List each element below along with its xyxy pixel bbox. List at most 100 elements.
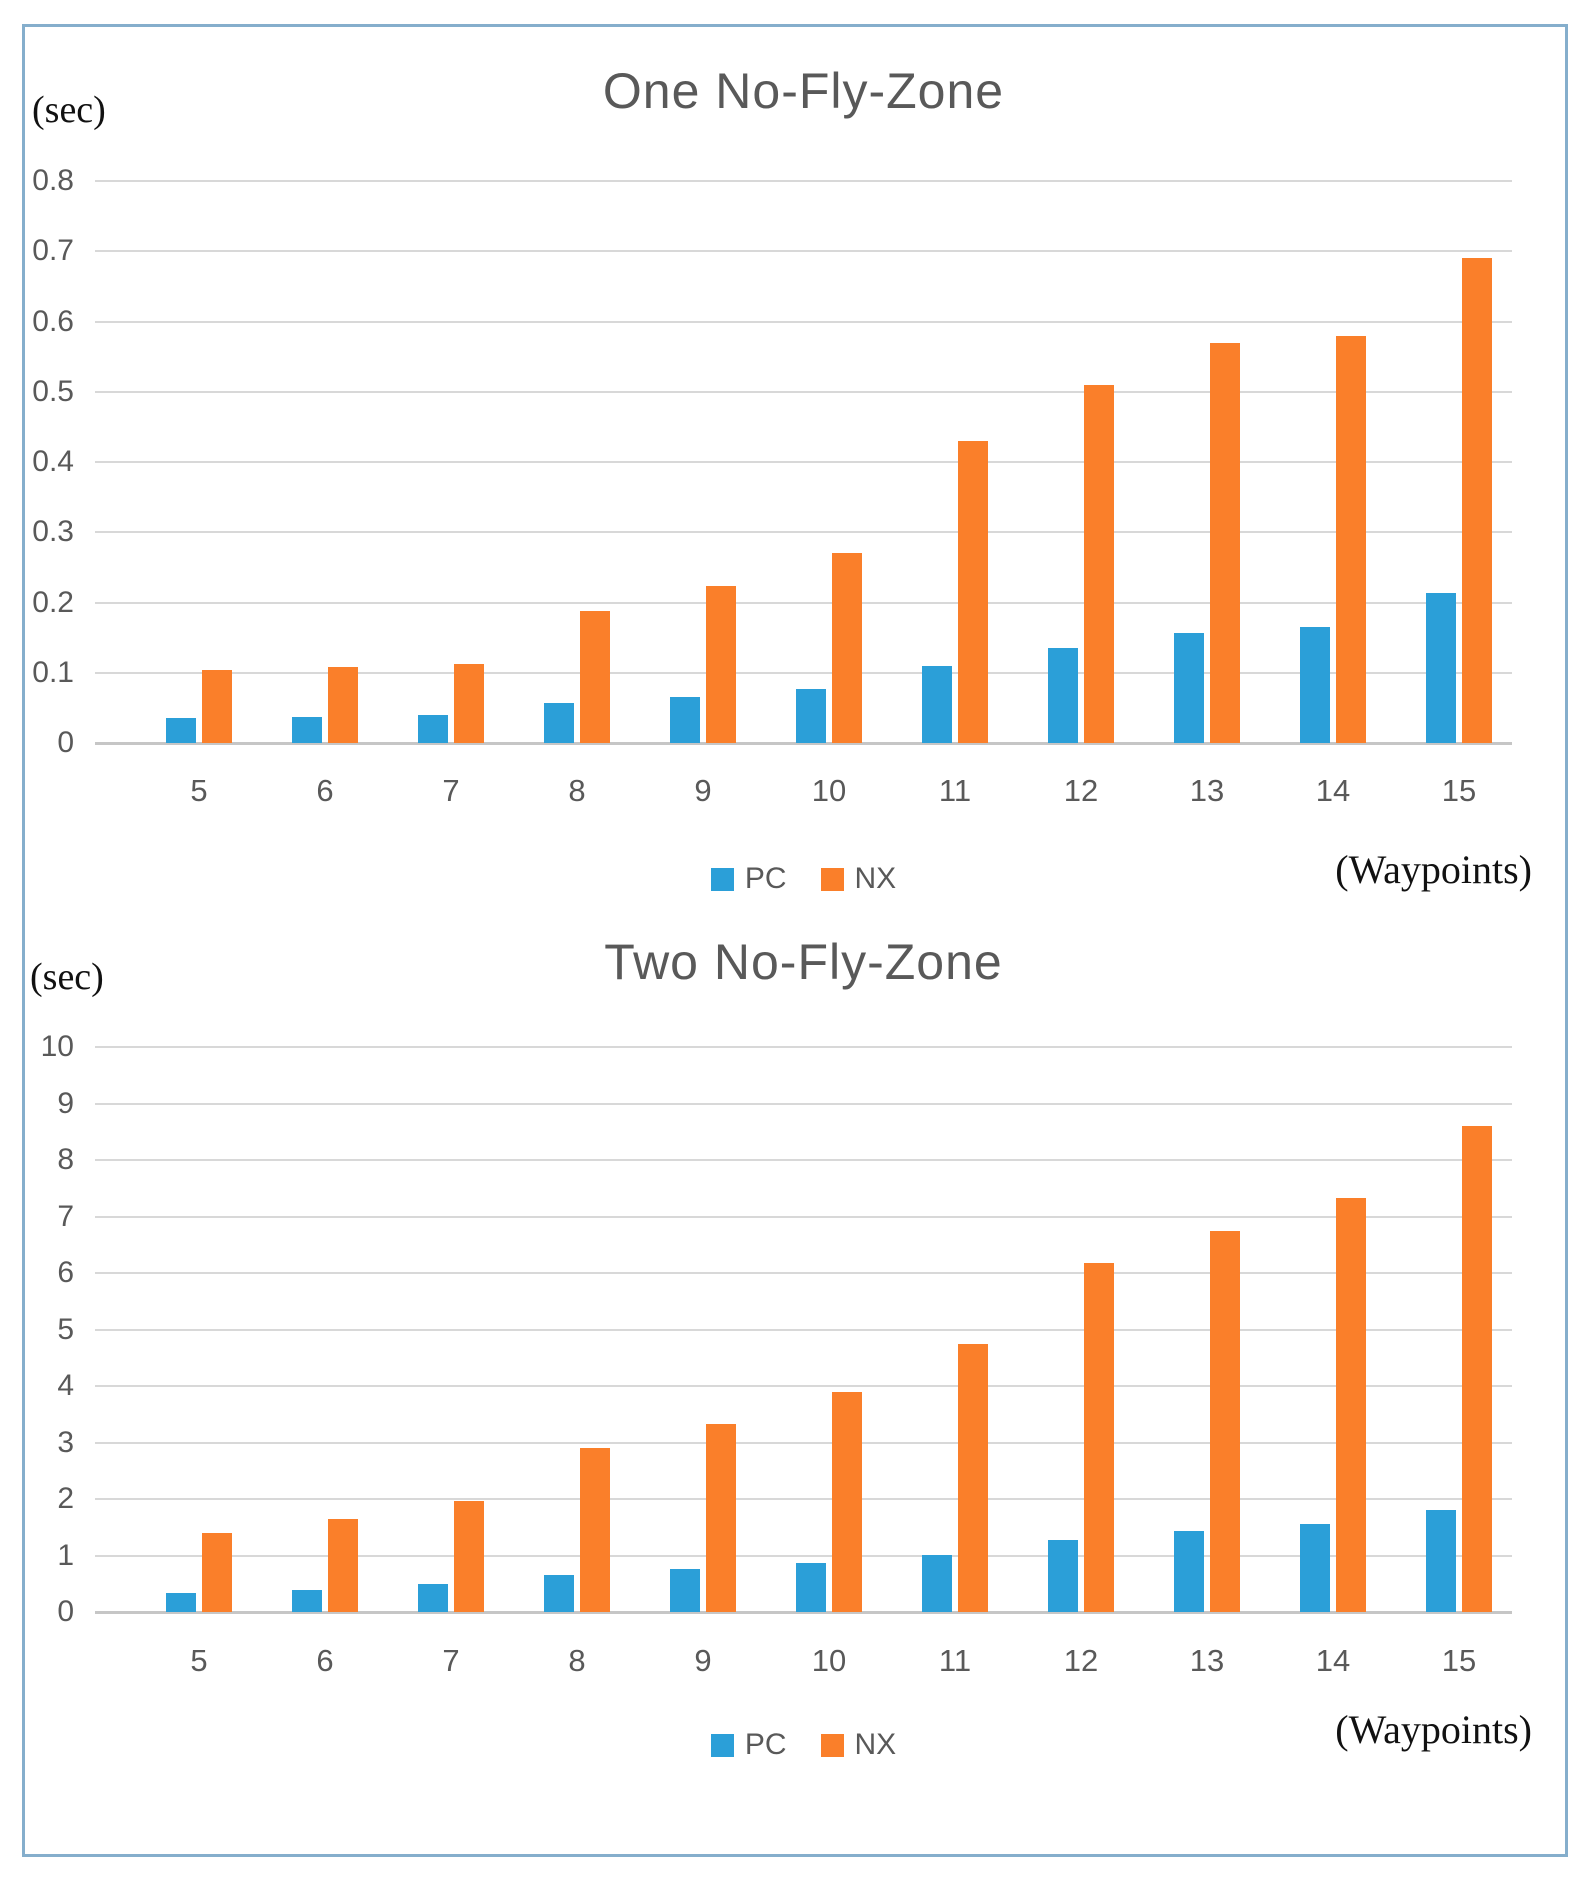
x-tick-label: 8 bbox=[568, 773, 586, 808]
chart1-legend-item-pc: PC bbox=[710, 862, 787, 896]
bar-nx-wp7 bbox=[454, 664, 484, 743]
gridline bbox=[95, 1441, 1512, 1444]
x-tick-label: 12 bbox=[1063, 773, 1099, 808]
y-tick-label: 0.1 bbox=[32, 655, 74, 689]
bar-pc-wp11 bbox=[922, 1555, 952, 1612]
y-tick-label: 0.4 bbox=[32, 445, 74, 478]
y-tick-label: 3 bbox=[57, 1425, 74, 1459]
x-tick-label: 10 bbox=[811, 1643, 847, 1678]
chart1-legend-label-nx: NX bbox=[854, 862, 897, 895]
y-tick-label: 4 bbox=[57, 1369, 74, 1402]
x-tick-label: 7 bbox=[442, 1643, 460, 1678]
gridline bbox=[95, 1102, 1512, 1105]
bar-pc-wp11 bbox=[922, 666, 952, 743]
x-tick-label: 9 bbox=[694, 773, 712, 808]
bar-nx-wp13 bbox=[1210, 343, 1240, 743]
bar-pc-wp8 bbox=[544, 1575, 574, 1612]
bar-pc-wp12 bbox=[1048, 1540, 1078, 1612]
x-tick-label: 6 bbox=[316, 1643, 334, 1678]
nx-swatch-icon bbox=[820, 1733, 844, 1757]
bar-nx-wp6 bbox=[328, 667, 358, 743]
chart1-legend: PC NX bbox=[95, 862, 1512, 896]
y-tick-label: 0.6 bbox=[32, 304, 74, 338]
gridline bbox=[95, 320, 1512, 323]
y-tick-label: 10 bbox=[40, 1030, 74, 1063]
bar-nx-wp15 bbox=[1462, 1126, 1492, 1612]
y-tick-label: 0.7 bbox=[32, 234, 74, 268]
bar-nx-wp8 bbox=[580, 611, 610, 743]
chart2-legend-item-nx: NX bbox=[820, 1728, 897, 1762]
x-tick-label: 11 bbox=[938, 1643, 972, 1678]
gridline bbox=[95, 390, 1512, 393]
y-tick-label: 1 bbox=[57, 1538, 74, 1572]
gridline bbox=[95, 461, 1512, 463]
x-tick-label: 13 bbox=[1189, 1643, 1225, 1678]
pc-swatch-icon bbox=[710, 1733, 734, 1757]
bar-nx-wp10 bbox=[832, 553, 862, 743]
gridline bbox=[95, 1328, 1512, 1331]
x-axis-line bbox=[95, 742, 1512, 745]
bar-pc-wp6 bbox=[292, 717, 322, 743]
chart2-legend: PC NX bbox=[95, 1728, 1512, 1762]
chart2-title: Two No-Fly-Zone bbox=[604, 934, 1003, 990]
bar-nx-wp10 bbox=[832, 1392, 862, 1612]
x-tick-label: 9 bbox=[694, 1643, 712, 1678]
bar-pc-wp12 bbox=[1048, 648, 1078, 743]
bar-nx-wp7 bbox=[454, 1501, 484, 1612]
x-tick-label: 13 bbox=[1189, 773, 1225, 808]
y-tick-label: 5 bbox=[57, 1312, 74, 1346]
x-tick-label: 5 bbox=[190, 1643, 208, 1678]
y-tick-label: 9 bbox=[57, 1086, 74, 1120]
bar-nx-wp5 bbox=[202, 1533, 232, 1612]
chart1-legend-item-nx: NX bbox=[820, 862, 897, 896]
y-tick-label: 0.2 bbox=[32, 585, 74, 619]
chart2-xlabel-waypoints: (Waypoints) bbox=[1335, 1707, 1532, 1752]
bar-pc-wp6 bbox=[292, 1590, 322, 1612]
gridline bbox=[95, 250, 1512, 253]
gridline bbox=[95, 1498, 1512, 1500]
bar-nx-wp11 bbox=[958, 441, 988, 743]
bar-pc-wp5 bbox=[166, 1593, 196, 1612]
x-tick-label: 12 bbox=[1063, 1643, 1099, 1678]
bar-pc-wp14 bbox=[1300, 627, 1330, 743]
y-tick-label: 0 bbox=[57, 1595, 74, 1628]
nx-swatch-icon bbox=[820, 867, 844, 891]
x-tick-label: 15 bbox=[1441, 1643, 1477, 1678]
bar-nx-wp12 bbox=[1084, 385, 1114, 743]
x-axis-line bbox=[95, 1611, 1512, 1614]
chart1-xlabel-waypoints: (Waypoints) bbox=[1335, 847, 1532, 892]
bar-pc-wp5 bbox=[166, 718, 196, 743]
bar-pc-wp14 bbox=[1300, 1524, 1330, 1612]
x-tick-label: 14 bbox=[1315, 773, 1351, 808]
bar-nx-wp6 bbox=[328, 1519, 358, 1612]
bar-pc-wp9 bbox=[670, 1569, 700, 1612]
bar-nx-wp13 bbox=[1210, 1231, 1240, 1612]
bar-nx-wp5 bbox=[202, 670, 232, 743]
chart1-ylabel-sec: (sec) bbox=[32, 89, 106, 131]
y-tick-label: 6 bbox=[57, 1256, 74, 1289]
bar-pc-wp13 bbox=[1174, 1531, 1204, 1612]
y-tick-label: 0.3 bbox=[32, 515, 74, 549]
x-tick-label: 10 bbox=[811, 773, 847, 808]
chart2-legend-label-pc: PC bbox=[744, 1728, 787, 1761]
chart2-ylabel-sec: (sec) bbox=[30, 956, 104, 998]
x-tick-label: 14 bbox=[1315, 1643, 1351, 1678]
bar-nx-wp9 bbox=[706, 586, 736, 743]
gridline bbox=[95, 1159, 1512, 1161]
pc-swatch-icon bbox=[710, 867, 734, 891]
bar-pc-wp10 bbox=[796, 1563, 826, 1612]
chart2-legend-label-nx: NX bbox=[854, 1728, 897, 1761]
bar-nx-wp8 bbox=[580, 1448, 610, 1612]
y-tick-label: 2 bbox=[57, 1482, 74, 1515]
y-tick-label: 8 bbox=[57, 1143, 74, 1176]
x-tick-label: 6 bbox=[316, 773, 334, 808]
bar-pc-wp15 bbox=[1426, 593, 1456, 743]
y-tick-label: 0.5 bbox=[32, 374, 74, 408]
gridline bbox=[95, 1215, 1512, 1218]
gridline bbox=[95, 671, 1512, 674]
chart1-title: One No-Fly-Zone bbox=[602, 63, 1005, 119]
gridline bbox=[95, 1046, 1512, 1048]
x-tick-label: 11 bbox=[938, 773, 972, 808]
bar-nx-wp12 bbox=[1084, 1263, 1114, 1612]
gridline bbox=[95, 1385, 1512, 1387]
